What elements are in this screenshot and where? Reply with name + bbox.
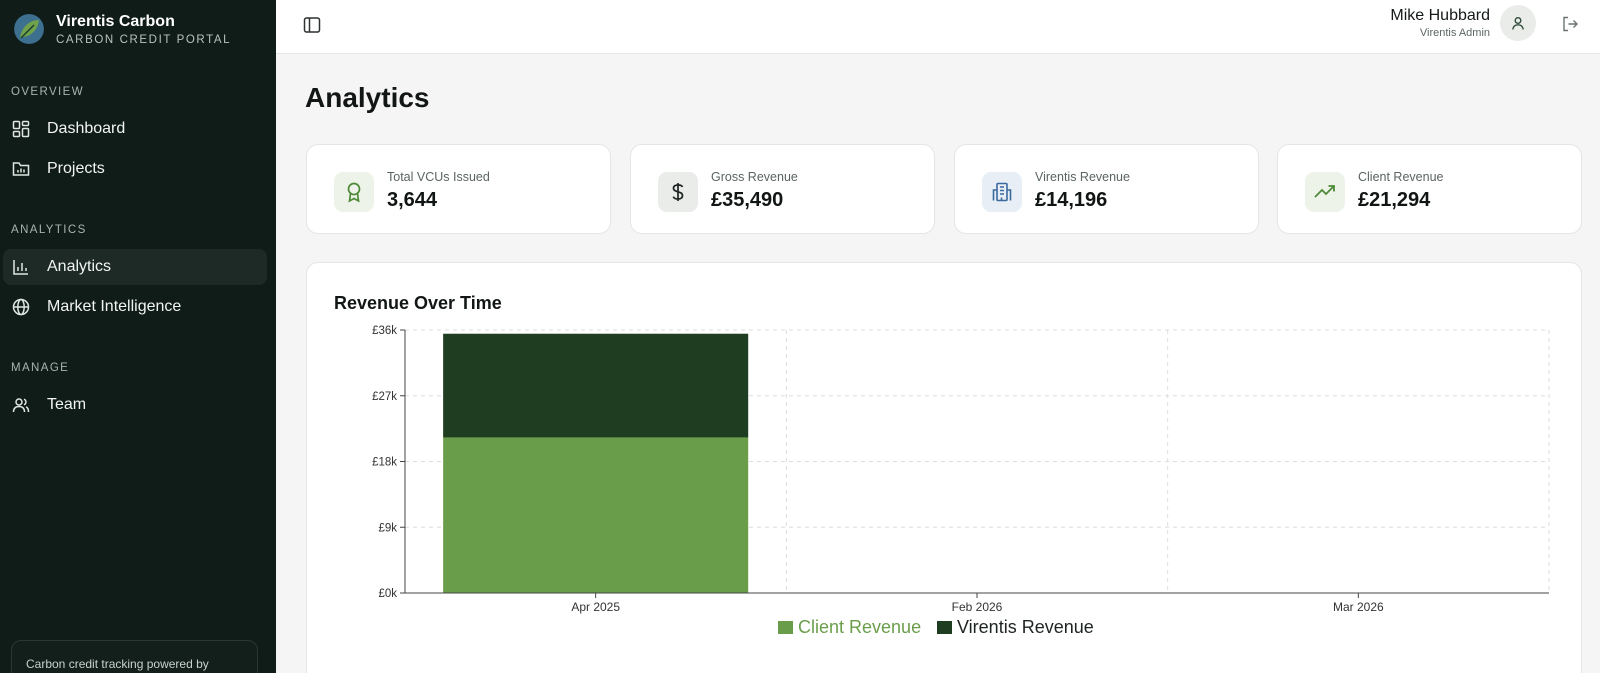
sidebar-item-label: Market Intelligence (47, 298, 182, 315)
sidebar-item-label: Analytics (47, 258, 112, 275)
bar-virentis-revenue (443, 333, 749, 438)
brand[interactable]: Virentis Carbon CARBON CREDIT PORTAL (0, 0, 276, 58)
stat-card-gross-revenue: Gross Revenue £35,490 (630, 144, 935, 234)
revenue-chart: £0k £9k £18k £27k £36k Apr 2025 Feb 2026 Mar 20… (372, 325, 1550, 637)
nav-section-manage: MANAGE (11, 362, 70, 374)
x-tick-label: Feb 2026 (952, 600, 1003, 614)
stat-card-vcus: Total VCUs Issued 3,644 (306, 144, 611, 234)
user-icon (1512, 17, 1524, 30)
trending-up-icon (1305, 172, 1345, 212)
bar-client-revenue (443, 437, 749, 593)
user-info: Mike Hubbard Virentis Admin (1390, 7, 1490, 39)
sidebar-item-team[interactable]: Team (3, 387, 267, 423)
leaf-logo-icon (14, 14, 44, 44)
sidebar-footer-card: Carbon credit tracking powered by (11, 640, 258, 673)
award-icon (334, 172, 374, 212)
dashboard-icon (11, 119, 31, 139)
sidebar-item-label: Projects (47, 160, 105, 177)
sidebar-item-analytics[interactable]: Analytics (3, 249, 267, 285)
dollar-icon (658, 172, 698, 212)
logout-icon (1563, 16, 1578, 32)
revenue-chart-card: Revenue Over Time £0k £9k £18k £27k £36k Apr … (306, 262, 1582, 673)
legend-label: Virentis Revenue (957, 617, 1094, 637)
sidebar-item-label: Team (47, 396, 87, 413)
chart-title: Revenue Over Time (334, 293, 502, 313)
stat-value: £14,196 (1035, 189, 1108, 211)
panel-left-icon (303, 17, 321, 33)
sidebar-item-label: Dashboard (47, 120, 126, 137)
legend-label: Client Revenue (798, 617, 921, 637)
brand-name: Virentis Carbon (56, 12, 175, 30)
sidebar-item-market-intelligence[interactable]: Market Intelligence (3, 289, 267, 325)
stat-value: 3,644 (387, 189, 438, 211)
y-tick-label: £0k (378, 588, 397, 600)
top-bar: Mike Hubbard Virentis Admin (276, 0, 1600, 54)
stat-label: Gross Revenue (711, 170, 798, 184)
stat-value: £35,490 (711, 189, 784, 211)
y-tick-label: £18k (372, 457, 397, 469)
sidebar-item-dashboard[interactable]: Dashboard (3, 111, 267, 147)
sidebar-footer-text: Carbon credit tracking powered by (26, 657, 209, 671)
x-tick-label: Apr 2025 (571, 600, 620, 614)
page-title: Analytics (305, 82, 430, 113)
bar-chart-icon (11, 257, 31, 277)
logout-button[interactable] (1558, 12, 1582, 36)
stat-value: £21,294 (1358, 189, 1431, 211)
brand-subtitle: CARBON CREDIT PORTAL (56, 33, 232, 46)
users-icon (11, 395, 31, 415)
y-tick-label: £36k (372, 325, 397, 337)
building-icon (982, 172, 1022, 212)
stat-label: Virentis Revenue (1035, 170, 1130, 184)
sidebar-item-projects[interactable]: Projects (3, 151, 267, 187)
user-role: Virentis Admin (1419, 27, 1490, 39)
sidebar: Virentis Carbon CARBON CREDIT PORTAL OVE… (0, 0, 276, 673)
y-tick-label: £27k (372, 391, 397, 403)
stat-card-client-revenue: Client Revenue £21,294 (1277, 144, 1582, 234)
avatar[interactable] (1500, 5, 1536, 41)
stat-label: Total VCUs Issued (387, 170, 490, 184)
nav-section-overview: OVERVIEW (11, 86, 84, 98)
folder-chart-icon (11, 159, 31, 179)
nav-section-analytics: ANALYTICS (11, 224, 87, 236)
stat-label: Client Revenue (1358, 170, 1444, 184)
stat-card-virentis-revenue: Virentis Revenue £14,196 (954, 144, 1259, 234)
sidebar-toggle-button[interactable] (300, 13, 324, 37)
y-tick-label: £9k (378, 522, 397, 534)
user-name: Mike Hubbard (1390, 7, 1490, 24)
legend-swatch (937, 621, 952, 634)
x-tick-label: Mar 2026 (1333, 600, 1384, 614)
legend-swatch (778, 621, 793, 634)
globe-icon (11, 297, 31, 317)
